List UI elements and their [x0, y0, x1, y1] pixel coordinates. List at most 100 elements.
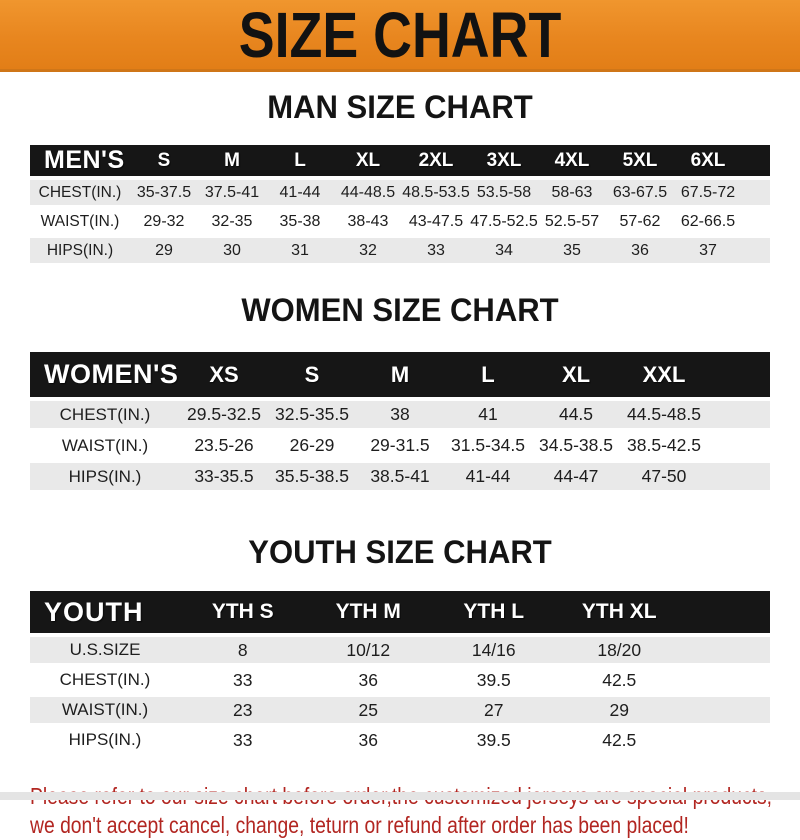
value-cell: 38-43	[334, 209, 402, 234]
value-cell: 44.5-48.5	[620, 401, 708, 428]
table-header-row: MEN'S S M L XL 2XL 3XL 4XL 5XL 6XL	[30, 145, 770, 176]
filler-cell	[708, 432, 770, 459]
table-row: CHEST(IN.) 29.5-32.5 32.5-35.5 38 41 44.5 44.5…	[30, 401, 770, 428]
value-cell: 36	[305, 727, 431, 753]
column-header: L	[444, 352, 532, 397]
women-size-chart-heading: WOMEN SIZE CHART	[241, 292, 559, 328]
table-header-row: WOMEN'S XS S M L XL XXL	[30, 352, 770, 397]
table-row: WAIST(IN.) 23 25 27 29	[30, 697, 770, 723]
row-label-cell: CHEST(IN.)	[30, 180, 130, 205]
value-cell: 47.5-52.5	[470, 209, 538, 234]
value-cell: 29-31.5	[356, 432, 444, 459]
man-size-chart-heading: MAN SIZE CHART	[267, 89, 533, 125]
value-cell: 25	[305, 697, 431, 723]
column-header: XL	[334, 145, 402, 176]
table-row: WAIST(IN.) 29-32 32-35 35-38 38-43 43-47.5 47.…	[30, 209, 770, 234]
column-header: XS	[180, 352, 268, 397]
value-cell: 14/16	[431, 637, 557, 663]
table-header-row: YOUTH YTH S YTH M YTH L YTH XL	[30, 591, 770, 633]
column-header: 5XL	[606, 145, 674, 176]
value-cell: 33	[180, 667, 306, 693]
filler-cell	[682, 697, 770, 723]
value-cell: 31	[266, 238, 334, 263]
row-label-cell: U.S.SIZE	[30, 637, 180, 663]
table-row: HIPS(IN.) 33-35.5 35.5-38.5 38.5-41 41-44 44-…	[30, 463, 770, 490]
size-chart-banner: SIZE CHART	[0, 0, 800, 72]
row-label-cell: HIPS(IN.)	[30, 727, 180, 753]
column-header: YTH S	[180, 591, 306, 633]
row-label-cell: CHEST(IN.)	[30, 401, 180, 428]
value-cell: 41-44	[266, 180, 334, 205]
table-row: WAIST(IN.) 23.5-26 26-29 29-31.5 31.5-34.5 34…	[30, 432, 770, 459]
column-header: M	[198, 145, 266, 176]
value-cell: 29-32	[130, 209, 198, 234]
value-cell: 32.5-35.5	[268, 401, 356, 428]
value-cell: 35	[538, 238, 606, 263]
disclaimer-text: Please refer to our size chart before or…	[30, 782, 800, 840]
value-cell: 48.5-53.5	[402, 180, 470, 205]
value-cell: 31.5-34.5	[444, 432, 532, 459]
column-header: 6XL	[674, 145, 742, 176]
row-label-cell: CHEST(IN.)	[30, 667, 180, 693]
column-header: S	[130, 145, 198, 176]
youth-size-chart-heading: YOUTH SIZE CHART	[248, 534, 552, 570]
value-cell: 32	[334, 238, 402, 263]
value-cell: 33	[180, 727, 306, 753]
column-header: YTH L	[431, 591, 557, 633]
table-row: CHEST(IN.) 35-37.5 37.5-41 41-44 44-48.5 48.5…	[30, 180, 770, 205]
column-header: 3XL	[470, 145, 538, 176]
value-cell: 38	[356, 401, 444, 428]
value-cell: 35-37.5	[130, 180, 198, 205]
value-cell: 37.5-41	[198, 180, 266, 205]
row-label-cell: WAIST(IN.)	[30, 432, 180, 459]
value-cell: 63-67.5	[606, 180, 674, 205]
value-cell: 41-44	[444, 463, 532, 490]
value-cell: 10/12	[305, 637, 431, 663]
value-cell: 53.5-58	[470, 180, 538, 205]
women-size-table: WOMEN'S XS S M L XL XXL CHEST(IN.) 29.5-32.5 32.5…	[30, 348, 770, 494]
value-cell: 29	[556, 697, 682, 723]
men-size-table: MEN'S S M L XL 2XL 3XL 4XL 5XL 6XL CHEST(IN.) 35-37…	[30, 141, 770, 267]
value-cell: 33-35.5	[180, 463, 268, 490]
value-cell: 38.5-42.5	[620, 432, 708, 459]
value-cell: 36	[305, 667, 431, 693]
filler-cell	[708, 463, 770, 490]
value-cell: 34.5-38.5	[532, 432, 620, 459]
value-cell: 32-35	[198, 209, 266, 234]
value-cell: 23	[180, 697, 306, 723]
filler-cell	[708, 401, 770, 428]
value-cell: 42.5	[556, 667, 682, 693]
value-cell: 29.5-32.5	[180, 401, 268, 428]
row-label-cell: WAIST(IN.)	[30, 209, 130, 234]
table-row: HIPS(IN.) 33 36 39.5 42.5	[30, 727, 770, 753]
table-row: HIPS(IN.) 29 30 31 32 33 34 35 36 37	[30, 238, 770, 263]
bottom-strip	[0, 792, 800, 800]
value-cell: 38.5-41	[356, 463, 444, 490]
value-cell: 30	[198, 238, 266, 263]
value-cell: 35-38	[266, 209, 334, 234]
value-cell: 47-50	[620, 463, 708, 490]
filler-cell	[682, 667, 770, 693]
column-header: XXL	[620, 352, 708, 397]
value-cell: 26-29	[268, 432, 356, 459]
value-cell: 44-48.5	[334, 180, 402, 205]
column-header: 2XL	[402, 145, 470, 176]
filler-cell	[708, 352, 770, 397]
filler-cell	[742, 209, 770, 234]
value-cell: 58-63	[538, 180, 606, 205]
column-header: S	[268, 352, 356, 397]
value-cell: 35.5-38.5	[268, 463, 356, 490]
disclaimer-line-2: we don't accept cancel, change, teturn o…	[30, 811, 689, 838]
value-cell: 42.5	[556, 727, 682, 753]
value-cell: 52.5-57	[538, 209, 606, 234]
value-cell: 57-62	[606, 209, 674, 234]
column-header: 4XL	[538, 145, 606, 176]
filler-cell	[682, 591, 770, 633]
banner-title: SIZE CHART	[238, 0, 562, 71]
value-cell: 36	[606, 238, 674, 263]
value-cell: 39.5	[431, 727, 557, 753]
value-cell: 8	[180, 637, 306, 663]
filler-cell	[742, 180, 770, 205]
value-cell: 18/20	[556, 637, 682, 663]
value-cell: 67.5-72	[674, 180, 742, 205]
